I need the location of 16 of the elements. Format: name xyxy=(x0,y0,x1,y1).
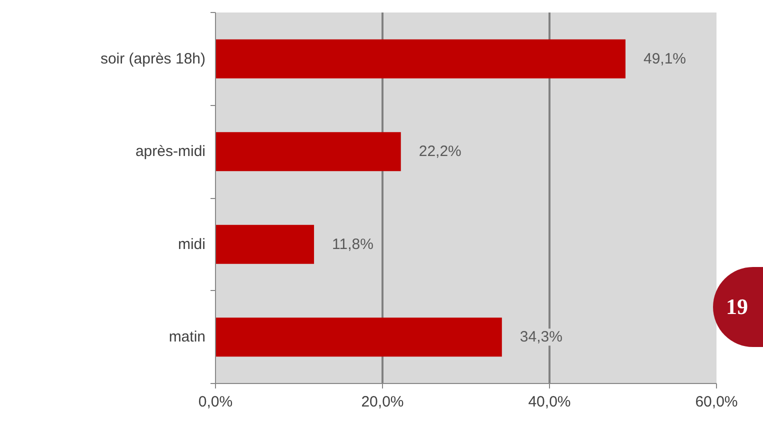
y-tick-label: matin xyxy=(168,328,206,346)
x-tick-label: 20,0% xyxy=(361,394,404,410)
data-label: 22,2% xyxy=(418,143,462,160)
data-label: 11,8% xyxy=(332,236,374,253)
x-tick-label: 60,0% xyxy=(695,394,738,410)
x-tick-label: 0,0% xyxy=(198,394,233,410)
x-tick-label: 40,0% xyxy=(528,394,571,410)
data-label: 49,1% xyxy=(643,50,686,68)
bar xyxy=(216,132,401,172)
bar xyxy=(216,39,626,78)
y-tick-label: après-midi xyxy=(135,143,206,160)
y-tick-label: midi xyxy=(178,236,206,253)
data-label: 34,3% xyxy=(520,328,562,346)
bar xyxy=(216,318,502,357)
bar xyxy=(216,224,314,264)
y-tick-label: soir (après 18h) xyxy=(100,50,206,68)
